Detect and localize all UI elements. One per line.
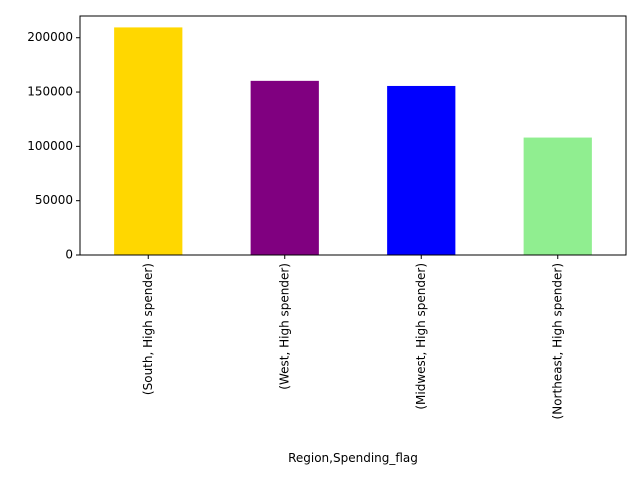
plot-frame <box>79 15 627 256</box>
y-tick-label-4: 200000 <box>27 30 73 44</box>
x-tick-label-2: (Midwest, High spender) <box>414 263 428 410</box>
bar-0 <box>114 27 183 256</box>
y-tick-label-2: 100000 <box>27 139 73 153</box>
bars-group <box>114 27 592 256</box>
y-tick-label-3: 150000 <box>27 85 73 99</box>
y-tick-label-1: 50000 <box>35 193 73 207</box>
bar-3 <box>523 137 592 255</box>
bar-2 <box>387 85 456 255</box>
x-tick-label-0: (South, High spender) <box>141 263 155 395</box>
x-axis: (South, High spender) (West, High spender… <box>141 255 564 419</box>
x-tick-label-1: (West, High spender) <box>277 263 291 390</box>
y-axis: 0 50000 100000 150000 200000 <box>27 30 80 262</box>
bar-1 <box>250 80 319 255</box>
x-axis-label: Region,Spending_flag <box>288 451 418 465</box>
x-tick-label-3: (Northeast, High spender) <box>550 263 564 419</box>
y-tick-label-0: 0 <box>65 248 73 262</box>
